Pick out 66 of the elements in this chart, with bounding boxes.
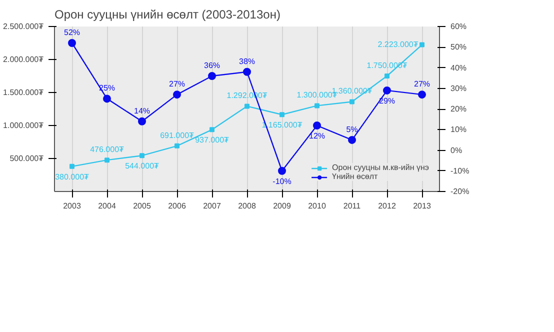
point bbox=[350, 99, 354, 104]
x-tick-label: 2009 bbox=[273, 202, 292, 210]
y2-tick-label: 50% bbox=[450, 42, 467, 52]
y-tick-label: 500.000₮ bbox=[10, 154, 44, 163]
data-label: 52% bbox=[64, 28, 80, 37]
point bbox=[420, 42, 424, 48]
point bbox=[313, 122, 321, 130]
point bbox=[280, 112, 284, 118]
data-label: 937.000₮ bbox=[195, 136, 230, 145]
legend-label: Орон сууцны м.кв-ийн үнэ bbox=[332, 163, 429, 172]
point bbox=[383, 86, 391, 94]
point bbox=[244, 104, 250, 109]
point bbox=[210, 127, 214, 132]
data-label: 12% bbox=[308, 132, 326, 140]
y2-tick-label: 20% bbox=[450, 104, 467, 114]
y2-tick-label: -10% bbox=[450, 166, 470, 176]
y2-tick-label: 0% bbox=[450, 146, 462, 155]
point bbox=[243, 68, 251, 76]
x-tick-label: 2011 bbox=[343, 202, 362, 210]
x-tick-label: 2010 bbox=[308, 202, 326, 210]
data-label: 476.000₮ bbox=[90, 145, 124, 154]
point bbox=[103, 94, 111, 103]
y-tick-label: 2.500.000₮ bbox=[3, 22, 44, 31]
data-label: 5% bbox=[346, 124, 358, 134]
point bbox=[384, 74, 390, 78]
y-tick-label: 1.500.000₮ bbox=[3, 88, 44, 97]
point bbox=[348, 136, 356, 144]
data-label: -10% bbox=[272, 176, 292, 186]
x-tick-label: 2012 bbox=[378, 202, 396, 210]
data-label: 36% bbox=[204, 61, 220, 70]
point bbox=[138, 117, 146, 126]
x-tick-label: 2008 bbox=[238, 202, 256, 210]
point bbox=[173, 90, 181, 99]
x-tick-label: 2005 bbox=[133, 202, 152, 210]
x-tick-label: 2013 bbox=[413, 202, 432, 210]
point bbox=[208, 72, 216, 80]
point bbox=[174, 143, 180, 148]
x-tick-label: 2006 bbox=[168, 202, 186, 210]
data-label: 544.000₮ bbox=[125, 162, 160, 171]
point bbox=[70, 164, 74, 169]
data-label: 14% bbox=[134, 106, 150, 116]
point bbox=[68, 39, 76, 47]
y2-tick-label: 40% bbox=[450, 63, 467, 72]
y2-tick-label: -20% bbox=[450, 187, 470, 196]
y-tick-label: 1.000.000₮ bbox=[3, 121, 44, 130]
point bbox=[140, 153, 144, 158]
data-label: 29% bbox=[378, 96, 396, 106]
data-label: 27% bbox=[168, 80, 186, 89]
y2-tick-label: 10% bbox=[450, 125, 467, 134]
data-label: 691.000₮ bbox=[160, 130, 194, 140]
y2-tick-label: 60% bbox=[450, 22, 467, 31]
data-label: 2.223.000₮ bbox=[378, 40, 418, 49]
x-tick-label: 2007 bbox=[203, 202, 222, 210]
y2-tick-label: 30% bbox=[450, 84, 467, 93]
data-label: 27% bbox=[414, 80, 430, 89]
data-label: 380.000₮ bbox=[55, 172, 90, 182]
point bbox=[418, 90, 426, 99]
x-tick-label: 2004 bbox=[98, 202, 116, 210]
point bbox=[278, 166, 286, 175]
chart-title: Орон сууцны үнийн өсөлт (2003-2013он) bbox=[54, 8, 280, 22]
point bbox=[104, 158, 110, 163]
x-tick-label: 2003 bbox=[63, 202, 82, 210]
data-label: 38% bbox=[238, 56, 256, 66]
point bbox=[314, 103, 320, 108]
legend-label: Үнийн өсөлт bbox=[332, 172, 378, 181]
y-tick-label: 2.000.000₮ bbox=[3, 55, 44, 64]
